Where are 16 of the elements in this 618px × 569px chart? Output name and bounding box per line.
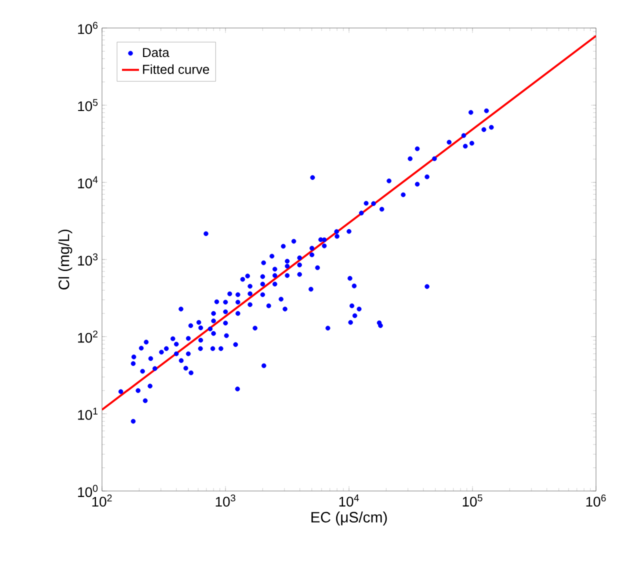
y-tick-label: 10$^{6}$ <box>78 22 98 34</box>
legend-label: Fitted curve <box>143 64 210 74</box>
y-axis-title: Cl (mg/L) <box>58 230 72 290</box>
y-tick-label: 10$^{2}$ <box>78 330 98 343</box>
x-tick-label: 10$^{2}$ <box>92 494 112 507</box>
y-tick-label: 10$^{1}$ <box>78 408 98 420</box>
x-tick-label: 10$^{4}$ <box>339 494 359 507</box>
x-tick-label: 10$^{3}$ <box>216 494 236 507</box>
y-tick-label: 10$^{3}$ <box>78 253 98 266</box>
x-axis-title: EC (μS/cm) <box>311 512 387 526</box>
x-tick-label: 10$^{5}$ <box>462 494 482 507</box>
y-tick-label: 10$^{4}$ <box>78 176 98 188</box>
legend-label: Data <box>143 48 170 58</box>
y-tick-label: 10$^{5}$ <box>78 99 98 112</box>
y-tick-label: 10$^{0}$ <box>78 484 98 498</box>
x-tick-label: 10$^{6}$ <box>586 494 606 507</box>
